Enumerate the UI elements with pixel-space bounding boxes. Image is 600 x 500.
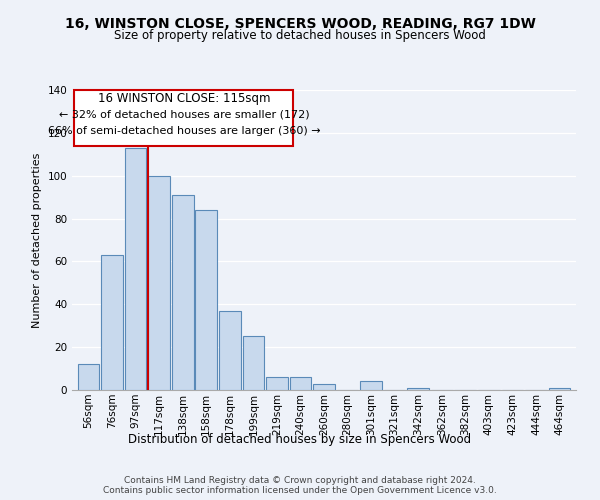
- Text: 16 WINSTON CLOSE: 115sqm: 16 WINSTON CLOSE: 115sqm: [98, 92, 270, 104]
- Bar: [407, 388, 429, 390]
- Text: Contains public sector information licensed under the Open Government Licence v3: Contains public sector information licen…: [103, 486, 497, 495]
- Bar: [196, 210, 217, 390]
- Text: 66% of semi-detached houses are larger (360) →: 66% of semi-detached houses are larger (…: [47, 126, 320, 136]
- Text: ← 32% of detached houses are smaller (172): ← 32% of detached houses are smaller (17…: [59, 110, 309, 120]
- Text: Distribution of detached houses by size in Spencers Wood: Distribution of detached houses by size …: [128, 432, 472, 446]
- Text: Contains HM Land Registry data © Crown copyright and database right 2024.: Contains HM Land Registry data © Crown c…: [124, 476, 476, 485]
- Bar: [219, 310, 241, 390]
- Bar: [290, 377, 311, 390]
- Bar: [266, 377, 288, 390]
- Bar: [360, 382, 382, 390]
- Bar: [77, 364, 100, 390]
- Bar: [125, 148, 146, 390]
- Y-axis label: Number of detached properties: Number of detached properties: [32, 152, 42, 328]
- Text: 16, WINSTON CLOSE, SPENCERS WOOD, READING, RG7 1DW: 16, WINSTON CLOSE, SPENCERS WOOD, READIN…: [65, 18, 535, 32]
- Bar: [101, 255, 123, 390]
- Bar: [172, 195, 194, 390]
- Bar: [548, 388, 571, 390]
- Bar: [242, 336, 264, 390]
- Text: Size of property relative to detached houses in Spencers Wood: Size of property relative to detached ho…: [114, 29, 486, 42]
- FancyBboxPatch shape: [74, 90, 293, 146]
- Bar: [148, 176, 170, 390]
- Bar: [313, 384, 335, 390]
